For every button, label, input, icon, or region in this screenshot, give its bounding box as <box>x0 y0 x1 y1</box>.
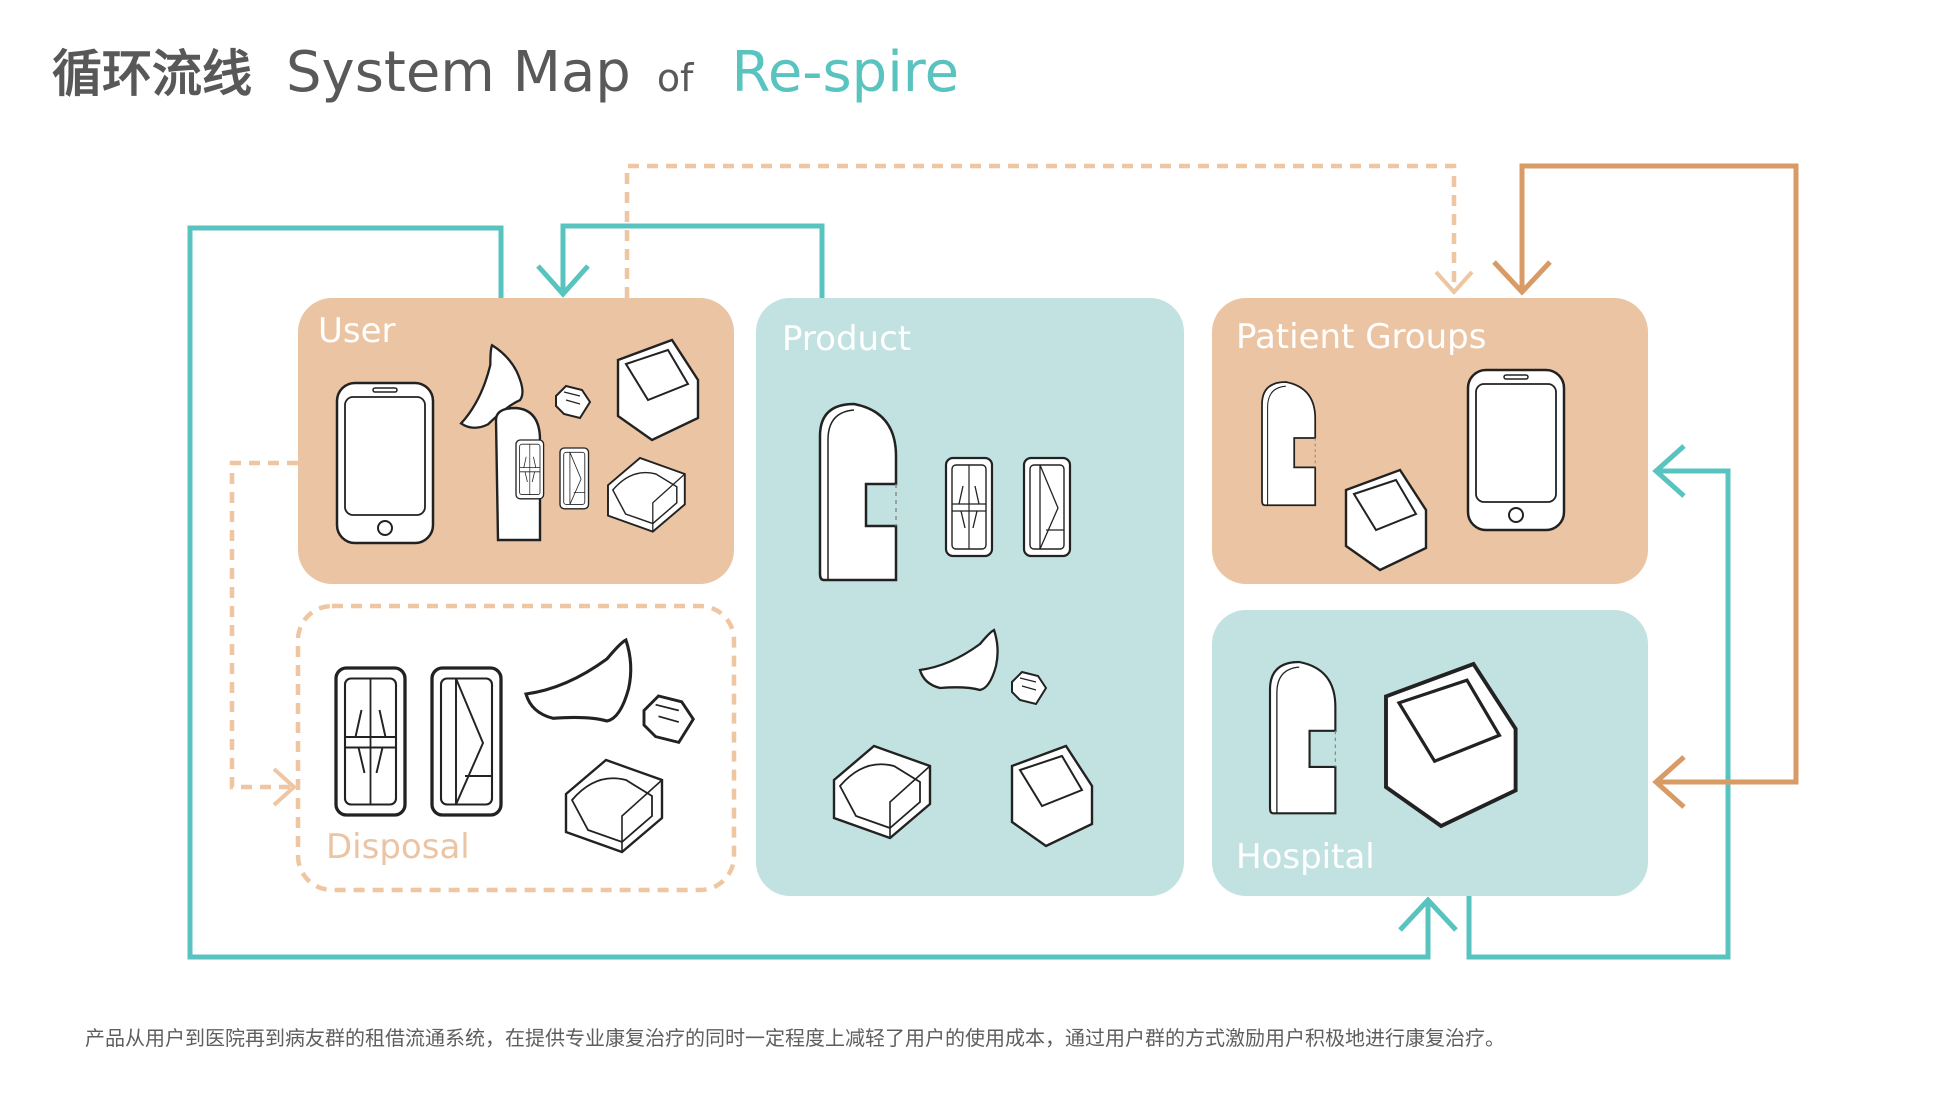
node-hospital-label: Hospital <box>1236 837 1375 877</box>
teal-loop-user-to-hospital-line <box>187 225 1431 960</box>
title-of: of <box>656 56 694 100</box>
teal-line-hospital-to-patient-groups <box>1466 468 1731 960</box>
orange-arrowhead-patient-groups-top <box>1492 260 1552 296</box>
node-patient-groups-label: Patient Groups <box>1236 317 1486 357</box>
caption-text: 产品从用户到医院再到病友群的租借流通系统，在提供专业康复治疗的同时一定程度上减轻… <box>85 1026 1505 1050</box>
dashed-arrowhead-disposal-left <box>272 767 297 807</box>
teal-arrowhead-user-top <box>536 264 590 298</box>
cartridge-icon <box>430 666 503 817</box>
title-english: System Map <box>286 40 631 105</box>
node-product-label: Product <box>782 319 911 359</box>
cartridge-icon <box>1022 456 1072 558</box>
title-brand: Re-spire <box>731 40 960 105</box>
orange-arrowhead-hospital-right <box>1652 755 1686 809</box>
node-patient-groups: Patient Groups <box>1212 298 1648 584</box>
dashed-arrowhead-patient-groups-top <box>1434 270 1474 295</box>
node-user-label: User <box>318 311 396 351</box>
cap-icon <box>642 694 695 744</box>
node-user: User <box>298 298 734 584</box>
node-disposal: Disposal <box>295 603 737 893</box>
teal-line-product-to-user <box>560 223 825 298</box>
cradle-icon <box>564 758 664 854</box>
orange-line-hospital-to-patient-groups <box>1519 163 1799 785</box>
teal-arrowhead-hospital-bottom <box>1398 896 1458 932</box>
node-disposal-label: Disposal <box>326 827 470 867</box>
inhaler-assembled-icon <box>434 341 545 542</box>
cartridge-icon <box>944 456 994 558</box>
dashed-line-user-to-disposal <box>229 460 298 790</box>
cartridge-icon <box>559 447 590 510</box>
phone-icon <box>1466 368 1566 532</box>
node-hospital: Hospital <box>1212 610 1648 896</box>
phone-icon <box>335 381 435 545</box>
page-title: 循环流线 System Map of Re-spire <box>52 34 959 106</box>
title-chinese: 循环流线 <box>52 45 252 103</box>
cartridge-icon <box>334 666 407 817</box>
dashed-line-user-to-patient-groups <box>624 163 1457 298</box>
node-product: Product <box>756 298 1184 896</box>
teal-arrowhead-patient-groups-right <box>1652 444 1686 498</box>
mouthpiece-icon <box>524 638 633 723</box>
